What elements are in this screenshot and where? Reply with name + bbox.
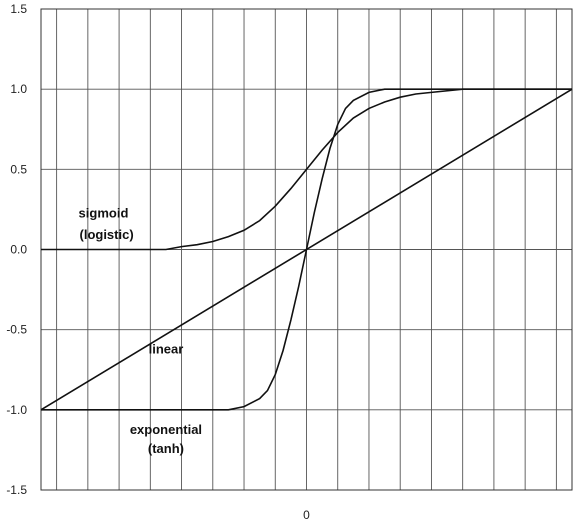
y-tick-label: 0.0 <box>10 243 27 257</box>
exponential_line1-label: exponential <box>130 422 202 437</box>
sigmoid_line1-label: sigmoid <box>79 205 129 220</box>
plot-area <box>40 88 573 411</box>
annotations: sigmoid (logistic) linear exponential (tanh) <box>79 205 203 456</box>
y-tick-label: 1.5 <box>10 2 27 16</box>
linear-curve <box>40 88 573 411</box>
sigmoid_line2-label: (logistic) <box>80 227 134 242</box>
y-tick-label: -1.5 <box>6 483 27 497</box>
x-axis-ticks: 0 <box>303 508 310 522</box>
y-tick-label: -0.5 <box>6 323 27 337</box>
linear-label: linear <box>149 342 184 357</box>
y-tick-label: 1.0 <box>10 82 27 96</box>
exponential_line2-label: (tanh) <box>148 441 184 456</box>
y-tick-label: -1.0 <box>6 403 27 417</box>
sigmoid-curve <box>41 88 572 251</box>
y-axis-ticks: 1.5 1.0 0.5 0.0 -0.5 -1.0 -1.5 <box>6 2 27 497</box>
y-tick-label: 0.5 <box>10 162 27 176</box>
x-tick-label: 0 <box>303 508 310 522</box>
